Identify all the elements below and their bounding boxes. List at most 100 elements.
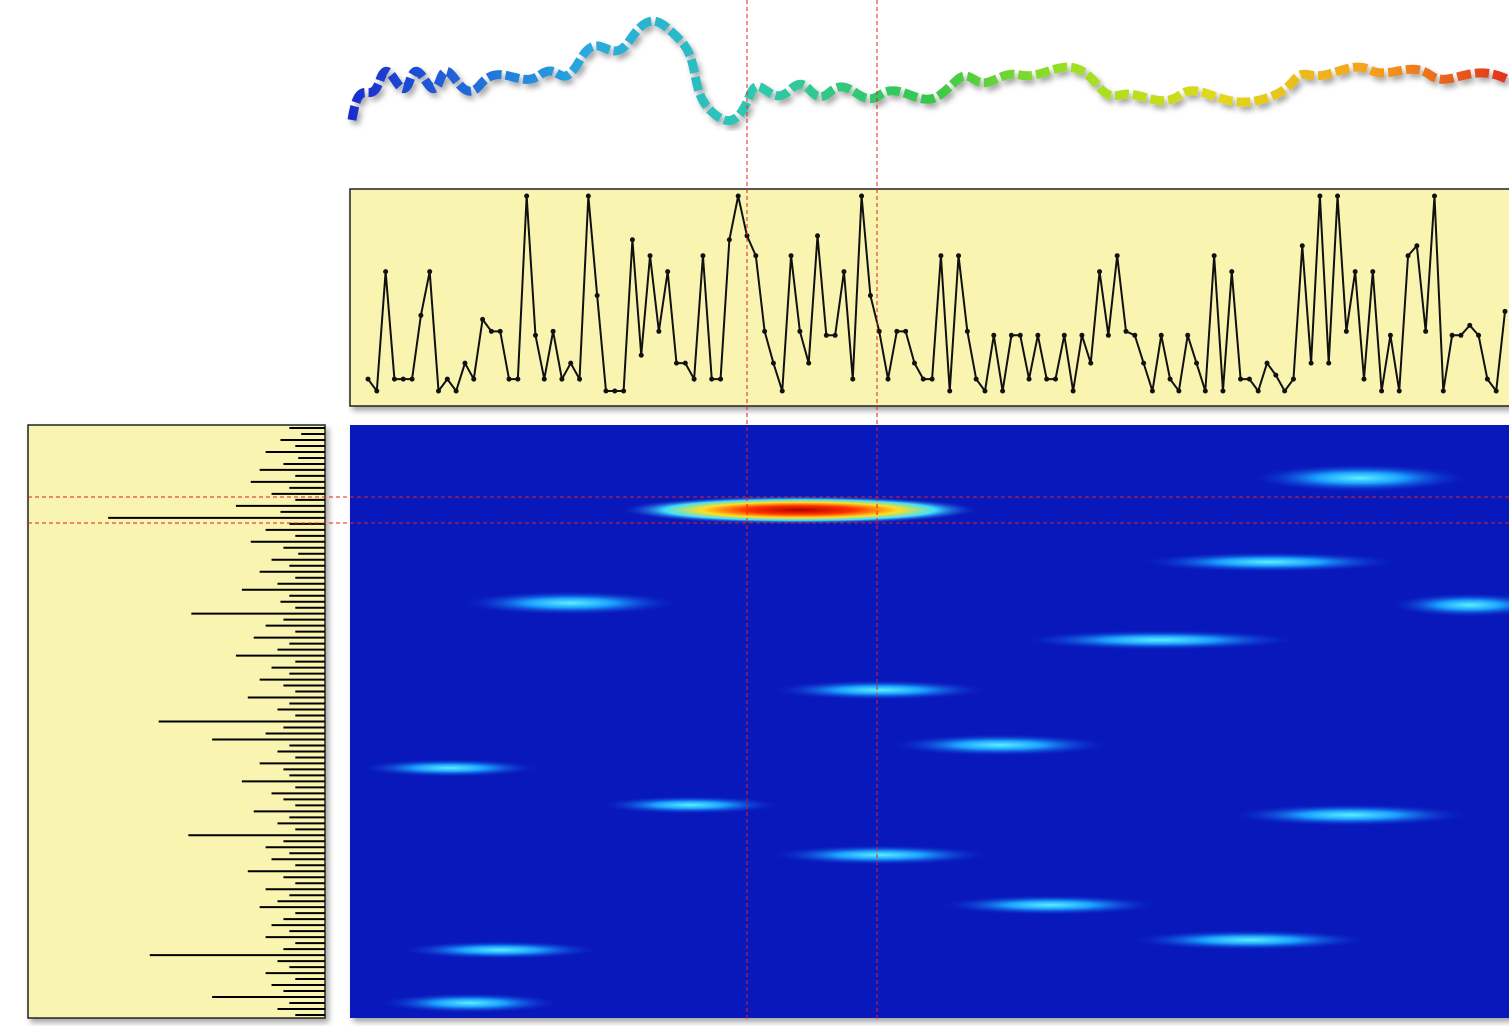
- signal-point: [735, 193, 741, 199]
- signal-point: [797, 328, 803, 334]
- signal-point: [506, 376, 512, 382]
- blob: [600, 796, 780, 814]
- signal-point: [1317, 193, 1323, 199]
- signal-point: [1194, 360, 1200, 366]
- blob: [770, 680, 990, 700]
- signal-point: [1379, 388, 1385, 394]
- signal-point: [1414, 243, 1420, 249]
- signal-point: [577, 376, 583, 382]
- signal-point: [779, 388, 785, 394]
- signal-point: [1088, 360, 1094, 366]
- signal-point: [1308, 360, 1314, 366]
- signal-point: [541, 376, 547, 382]
- signal-point: [1458, 332, 1464, 338]
- signal-point: [876, 328, 882, 334]
- signal-point: [603, 388, 609, 394]
- signal-point: [770, 360, 776, 366]
- signal-point: [753, 253, 759, 259]
- blob: [1250, 464, 1470, 492]
- signal-point: [982, 388, 988, 394]
- signal-point: [867, 293, 873, 298]
- signal-point: [1396, 388, 1402, 394]
- signal-point: [1070, 388, 1076, 394]
- signal-point: [762, 328, 768, 334]
- signal-point: [1299, 243, 1305, 249]
- signal-point: [726, 237, 732, 243]
- signal-point: [691, 376, 697, 382]
- signal-point: [1132, 332, 1138, 338]
- signal-point: [532, 332, 538, 338]
- signal-point: [1044, 376, 1050, 382]
- blob: [380, 993, 560, 1013]
- signal-point: [1467, 322, 1473, 328]
- signal-point: [744, 233, 750, 239]
- signal-point: [1387, 332, 1393, 338]
- signal-point: [911, 360, 917, 366]
- signal-point: [524, 193, 530, 199]
- signal-point: [568, 360, 574, 366]
- signal-point: [1026, 376, 1032, 382]
- signal-point: [1238, 376, 1244, 382]
- signal-point: [365, 376, 371, 382]
- signal-point: [1035, 332, 1041, 338]
- signal-point: [1211, 253, 1217, 259]
- signal-point: [1141, 360, 1147, 366]
- signal-point: [1449, 332, 1455, 338]
- signal-point: [841, 269, 847, 275]
- signal-point: [1476, 332, 1482, 338]
- signal-point: [1343, 328, 1349, 334]
- heatmap-background: [350, 425, 1509, 1018]
- signal-point: [585, 193, 591, 199]
- signal-point: [1502, 308, 1508, 314]
- signal-point: [673, 360, 679, 366]
- signal-point: [1052, 376, 1058, 382]
- signal-point: [1326, 360, 1332, 366]
- signal-point: [647, 253, 653, 259]
- signal-point: [665, 269, 671, 275]
- signal-point: [938, 253, 944, 259]
- signal-point: [1176, 388, 1182, 394]
- signal-point: [453, 388, 459, 394]
- signal-point: [515, 376, 521, 382]
- signal-point: [1158, 332, 1164, 338]
- blob: [1230, 804, 1470, 826]
- signal-point: [1220, 388, 1226, 394]
- signal-point: [1361, 376, 1367, 382]
- signal-point: [920, 376, 926, 382]
- signal-point: [488, 328, 494, 334]
- signal-point: [1097, 269, 1103, 275]
- signal-point: [1105, 332, 1111, 338]
- signal-point: [374, 388, 380, 394]
- signal-point: [656, 328, 662, 334]
- signal-point: [991, 332, 997, 338]
- signal-point: [1484, 376, 1490, 382]
- blob: [770, 845, 990, 865]
- signal-point: [682, 360, 688, 366]
- signal-point: [418, 312, 424, 318]
- signal-point: [1079, 332, 1085, 338]
- signal-point: [427, 269, 433, 275]
- signal-point: [859, 193, 865, 199]
- blob: [1140, 552, 1400, 572]
- blob: [940, 895, 1160, 915]
- signal-point: [1255, 388, 1261, 394]
- hot-spot: [620, 496, 980, 524]
- signal-point: [929, 376, 935, 382]
- signal-point: [903, 328, 909, 334]
- signal-point: [1264, 360, 1270, 366]
- signal-point: [638, 352, 644, 358]
- spectrum-panel: [27, 424, 326, 1019]
- signal-point: [400, 376, 406, 382]
- blob: [1020, 630, 1300, 650]
- heatmap-shade: [350, 425, 1509, 1018]
- signal-point: [1123, 328, 1129, 334]
- signal-point: [1335, 193, 1341, 199]
- signal-point: [1000, 388, 1006, 394]
- blob: [1130, 930, 1370, 950]
- signal-point: [1149, 388, 1155, 394]
- signal-point: [559, 376, 565, 382]
- signal-point: [594, 293, 600, 298]
- signal-point: [788, 253, 794, 259]
- signal-point: [436, 388, 442, 394]
